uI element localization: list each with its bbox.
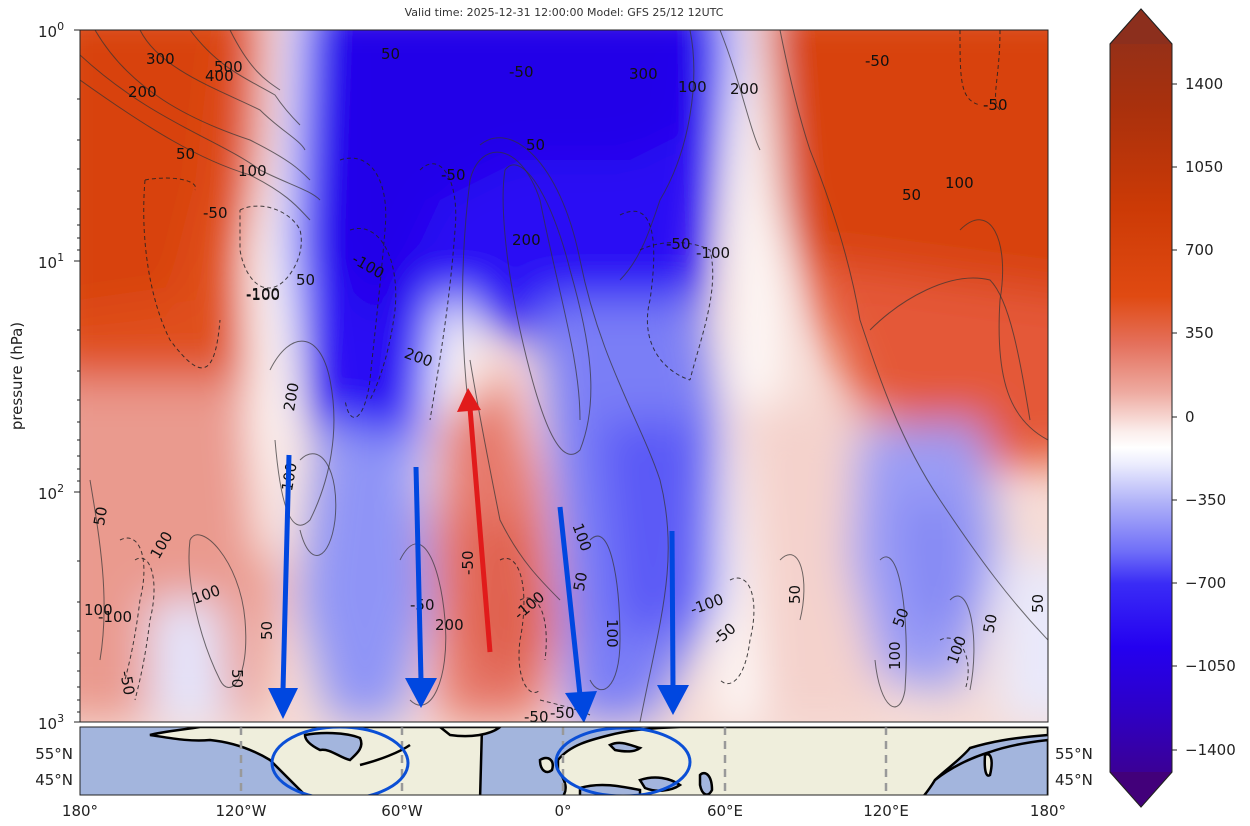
- contour-label: -50: [550, 704, 575, 722]
- colorbar-tick-350: 350: [1185, 324, 1214, 342]
- contour-label: -100: [246, 285, 280, 303]
- contour-label: 50: [258, 621, 276, 640]
- contour-label: 50: [980, 613, 1001, 635]
- blue-down-arrow-2: [405, 466, 437, 708]
- contour-label: 50: [786, 585, 804, 604]
- annotation-arrows: [268, 388, 689, 722]
- colorbar-extend-min: [1110, 772, 1172, 807]
- contour-label: -50: [865, 52, 890, 70]
- contour-label: 50: [176, 145, 195, 163]
- y-axis-label: pressure (hPa): [8, 322, 26, 430]
- x-tick-60e: 60°E: [707, 802, 743, 820]
- plot-frame: [79, 29, 1049, 723]
- contour-label: 400: [205, 67, 234, 85]
- map-frame: [79, 726, 1049, 796]
- lat-right-55: 55°N: [1055, 745, 1093, 763]
- colorbar-ticks: [1172, 83, 1177, 751]
- contour-label: 300: [146, 50, 175, 68]
- contour-label: 100: [886, 641, 904, 670]
- contour-label: -50: [441, 166, 466, 184]
- contour-label: 50: [296, 271, 315, 289]
- colorbar-tick-1400: 1400: [1185, 75, 1223, 93]
- colorbar-tick-neg1050: −1050: [1185, 657, 1236, 675]
- contour-label: 100: [84, 601, 113, 619]
- plot-area: 300 500 400 200 50 100 -50 -100 50 -50 3…: [80, 30, 1048, 726]
- contour-label: -50: [459, 551, 477, 576]
- highlight-ellipse-europe: [554, 727, 692, 795]
- contour-label: -50: [203, 204, 228, 222]
- negative-contours: [119, 30, 1001, 716]
- contour-label: 200: [280, 381, 303, 412]
- colorbar-tick-1050: 1050: [1185, 158, 1223, 176]
- contour-label: 50: [570, 571, 591, 593]
- y-tick-100: 102: [38, 482, 64, 503]
- contour-label: 200: [730, 80, 759, 98]
- colorbar: 1400 1050 700 350 0 −350 −700 −1050 −140…: [1109, 8, 1236, 808]
- lat-right-45: 45°N: [1055, 771, 1093, 789]
- contour-label: -50: [983, 96, 1008, 114]
- contour-label: 200: [435, 616, 464, 634]
- blue-down-arrow-4: [657, 530, 689, 715]
- y-axis-ticks: [74, 29, 80, 723]
- contour-label: -50: [524, 708, 549, 726]
- contour-label: -50: [666, 235, 691, 253]
- contour-label: -100: [696, 244, 730, 262]
- x-tick-180w: 180°: [62, 802, 98, 820]
- red-up-arrow: [457, 388, 493, 653]
- colorbar-tick-neg1400: −1400: [1185, 741, 1236, 759]
- x-tick-180e: 180°: [1030, 802, 1066, 820]
- contour-label: 100: [678, 78, 707, 96]
- colorbar-tick-neg700: −700: [1185, 574, 1226, 592]
- x-tick-120w: 120°W: [216, 802, 267, 820]
- contour-label: -50: [509, 63, 534, 81]
- y-tick-10: 101: [38, 251, 64, 272]
- chart-title: Valid time: 2025-12-31 12:00:00 Model: G…: [404, 6, 724, 19]
- contour-label: 50: [228, 669, 246, 688]
- y-tick-1000: 103: [38, 712, 64, 733]
- blue-down-arrow-3: [557, 506, 597, 722]
- contour-label: 50: [902, 186, 921, 204]
- contour-label: 300: [629, 65, 658, 83]
- contour-label: 100: [603, 619, 621, 648]
- colorbar-tick-700: 700: [1185, 241, 1214, 259]
- x-tick-120e: 120°E: [863, 802, 909, 820]
- colorbar-tick-neg350: −350: [1185, 491, 1226, 509]
- contour-label: 50: [90, 505, 111, 527]
- highlight-ellipse-north-america: [270, 727, 410, 795]
- y-axis-labels: 100 101 102 103: [38, 20, 64, 733]
- contour-label: -50: [116, 669, 138, 696]
- contour-label: 100: [238, 162, 267, 180]
- blue-down-arrow-1: [268, 454, 298, 719]
- x-axis-labels: 180° 120°W 60°W 0° 60°E 120°E 180°: [62, 802, 1066, 820]
- contour-label: 200: [128, 83, 157, 101]
- x-tick-0: 0°: [554, 802, 571, 820]
- lat-left-55: 55°N: [35, 745, 73, 763]
- x-tick-60w: 60°W: [381, 802, 423, 820]
- contour-label: 50: [1029, 594, 1047, 613]
- map-strip: [80, 727, 1048, 795]
- contour-label: -100: [246, 286, 280, 304]
- contour-label: -100: [98, 608, 132, 626]
- contour-label: 200: [512, 231, 541, 249]
- lat-left-45: 45°N: [35, 771, 73, 789]
- contour-label: 500: [214, 58, 243, 76]
- contour-label: -50: [410, 596, 435, 614]
- colorbar-tick-0: 0: [1185, 408, 1195, 426]
- colorbar-extend-max: [1110, 9, 1172, 44]
- map-gridlines: [239, 727, 888, 795]
- contour-label: 50: [526, 136, 545, 154]
- colorbar-body: [1109, 8, 1173, 808]
- contour-label: 50: [889, 606, 912, 630]
- y-tick-1: 100: [38, 20, 64, 41]
- contour-label: 100: [945, 174, 974, 192]
- contour-label: 50: [381, 45, 400, 63]
